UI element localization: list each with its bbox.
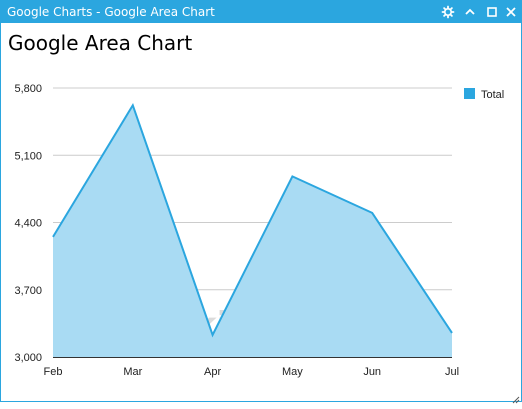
chart-title: Google Area Chart (8, 31, 193, 55)
y-tick-label: 5,800 (14, 83, 42, 95)
chevron-up-icon (461, 3, 479, 21)
chart-container: Google Area Chart wikitechy .com 3,0003,… (1, 23, 521, 401)
y-tick-label: 5,100 (14, 150, 42, 162)
close-icon (502, 3, 520, 21)
close-button[interactable] (502, 3, 520, 21)
area-fill (53, 105, 452, 358)
x-tick-label: Jun (363, 366, 381, 378)
resize-grip[interactable] (511, 391, 520, 404)
legend-swatch (464, 88, 475, 99)
x-tick-label: Apr (204, 366, 221, 378)
minimize-button[interactable] (461, 3, 479, 21)
square-icon (483, 3, 501, 21)
y-tick-label: 3,000 (14, 352, 42, 364)
x-tick-label: May (282, 366, 303, 378)
legend-label: Total (481, 89, 504, 101)
maximize-button[interactable] (483, 3, 501, 21)
gear-icon (439, 3, 457, 21)
y-tick-label: 4,400 (14, 218, 42, 230)
area-chart: wikitechy .com 3,0003,7004,4005,1005,800… (14, 83, 504, 378)
settings-button[interactable] (439, 3, 457, 21)
x-tick-label: Jul (445, 366, 459, 378)
y-tick-label: 3,700 (14, 285, 42, 297)
window-title: Google Charts - Google Area Chart (7, 5, 215, 19)
series-line (52, 102, 453, 338)
x-tick-label: Mar (123, 366, 142, 378)
x-tick-label: Feb (44, 366, 63, 378)
window-titlebar[interactable]: Google Charts - Google Area Chart (1, 1, 521, 23)
